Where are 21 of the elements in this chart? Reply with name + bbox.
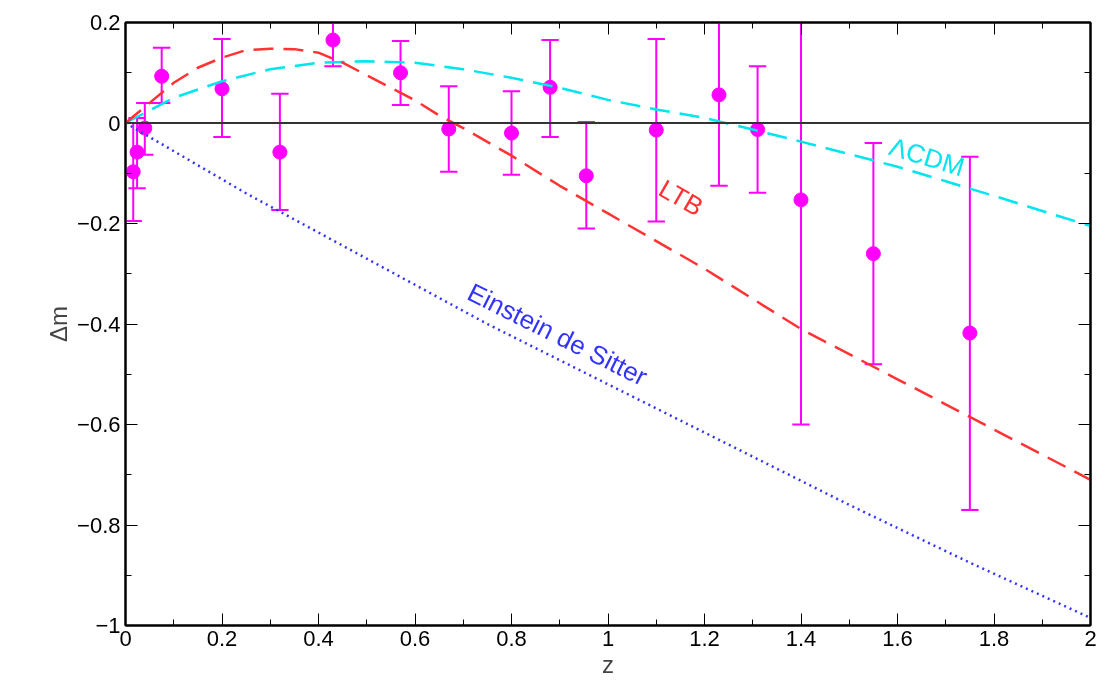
- x-tick-label: 1: [601, 625, 615, 651]
- text: LTB: [653, 173, 709, 223]
- x-tick-label: 0.4: [303, 625, 334, 651]
- x-tick-label: 1.6: [882, 625, 913, 651]
- y-tick-label: 0.2: [89, 10, 121, 35]
- x-tick-label: 0.6: [399, 625, 431, 651]
- y-tick-label: −1: [95, 613, 121, 638]
- x-tick-label: 2: [1084, 625, 1097, 651]
- y-axis-title: Δm: [45, 305, 73, 343]
- y-tick-label: −0.2: [77, 211, 121, 236]
- y-tick-label: 0: [108, 110, 121, 136]
- y-tick-label: −0.4: [77, 311, 121, 337]
- x-tick-label: 1.8: [978, 625, 1010, 651]
- text: ΛCDM: [885, 131, 968, 183]
- x-tick-label: 0.8: [496, 625, 527, 651]
- y-tick-label: −0.8: [77, 512, 121, 538]
- x-tick-label: 1.2: [689, 625, 720, 651]
- y-tick-label: −0.6: [77, 412, 121, 437]
- x-tick-label: 1.4: [785, 625, 817, 651]
- x-tick-label: 0.2: [206, 625, 238, 651]
- x-axis-title: z: [602, 650, 614, 678]
